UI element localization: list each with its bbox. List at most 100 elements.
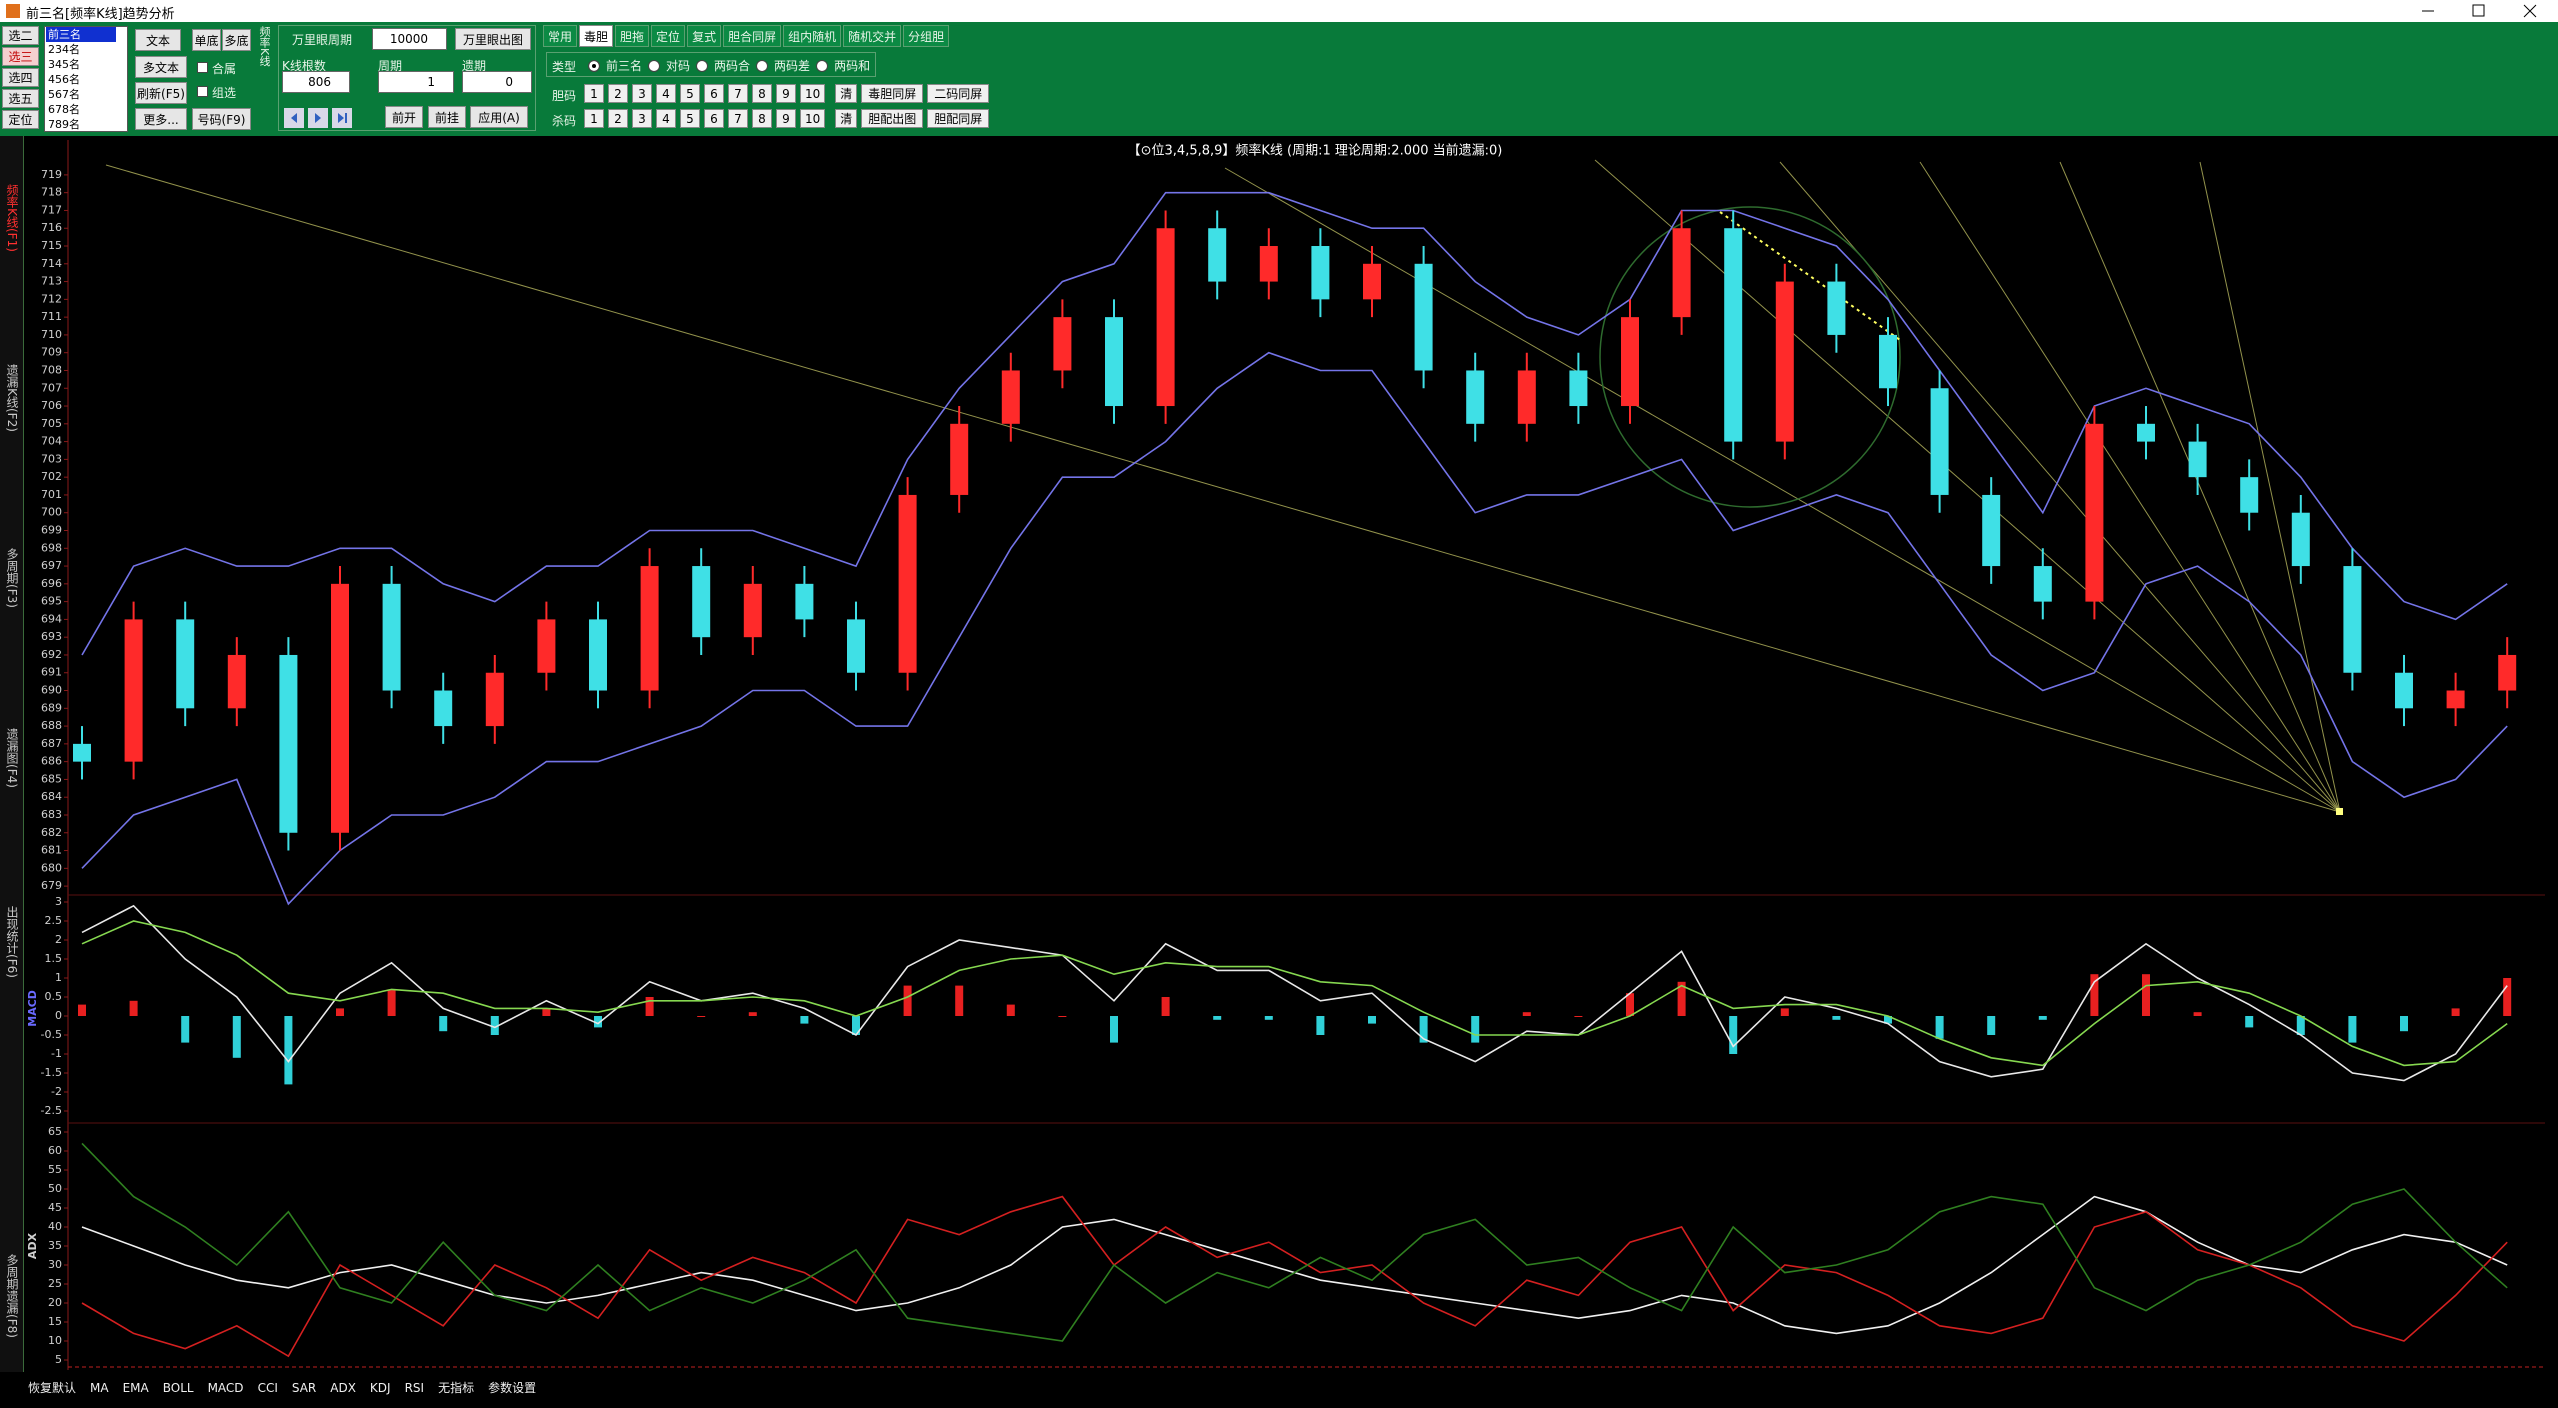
- clear-button[interactable]: 清: [835, 84, 858, 103]
- digit-button[interactable]: 6: [704, 109, 724, 128]
- tab[interactable]: 胆拖: [615, 25, 650, 47]
- radio[interactable]: [816, 59, 829, 72]
- tab[interactable]: 组内随机: [783, 25, 842, 47]
- tab[interactable]: 常用: [543, 25, 578, 47]
- list-item[interactable]: 789名: [48, 118, 80, 131]
- radio[interactable]: [588, 59, 600, 72]
- digit-button[interactable]: 6: [704, 84, 724, 103]
- number-button[interactable]: 号码(F9): [192, 108, 251, 130]
- side-tab[interactable]: 频率K线(F1): [5, 184, 19, 252]
- cycle-input[interactable]: 1: [378, 71, 454, 93]
- selector-button[interactable]: 选五: [2, 89, 39, 108]
- y-tick-label: 0.5: [45, 990, 63, 1003]
- indicator-button[interactable]: ADX: [330, 1380, 356, 1395]
- tab[interactable]: 复式: [687, 25, 722, 47]
- indicator-button[interactable]: CCI: [257, 1380, 278, 1395]
- indicator-button[interactable]: RSI: [404, 1380, 425, 1395]
- chart-button[interactable]: 万里眼出图: [455, 28, 531, 50]
- indicator-button[interactable]: SAR: [291, 1380, 317, 1395]
- digit-button[interactable]: 7: [728, 84, 748, 103]
- more-button[interactable]: 更多...: [135, 108, 187, 130]
- radio[interactable]: [756, 59, 769, 72]
- list-item[interactable]: 567名: [48, 88, 80, 101]
- refresh-button[interactable]: 刷新(F5): [135, 82, 187, 104]
- single-button[interactable]: 单底: [192, 29, 221, 51]
- app-icon: [6, 4, 20, 18]
- indicator-button[interactable]: KDJ: [369, 1380, 391, 1395]
- indicator-button[interactable]: 参数设置: [488, 1381, 537, 1395]
- list-item[interactable]: 678名: [48, 103, 80, 116]
- multi-text-button[interactable]: 多文本: [135, 56, 187, 78]
- list-item[interactable]: 234名: [48, 43, 80, 56]
- tab[interactable]: 分组胆: [903, 25, 950, 47]
- digit-button[interactable]: 5: [680, 109, 700, 128]
- digit-button[interactable]: 8: [752, 84, 772, 103]
- checkbox[interactable]: [197, 62, 208, 73]
- side-tab[interactable]: 遗漏图(F4): [5, 728, 19, 788]
- action-button[interactable]: 胆配同屏: [927, 109, 990, 128]
- indicator-button[interactable]: MA: [90, 1380, 109, 1395]
- miss-input[interactable]: 0: [462, 71, 532, 93]
- digit-button[interactable]: 8: [752, 109, 772, 128]
- digit-button[interactable]: 2: [608, 84, 628, 103]
- list-item[interactable]: 前三名: [46, 27, 116, 42]
- hang-button[interactable]: 前挂: [428, 106, 466, 128]
- multi-button[interactable]: 多底: [222, 29, 251, 51]
- digit-button[interactable]: 5: [680, 84, 700, 103]
- digit-button[interactable]: 9: [776, 109, 796, 128]
- digit-button[interactable]: 3: [632, 84, 652, 103]
- side-tab[interactable]: 遗漏K线(F2): [5, 364, 19, 432]
- digit-button[interactable]: 7: [728, 109, 748, 128]
- digit-button[interactable]: 4: [656, 109, 676, 128]
- digit-button[interactable]: 4: [656, 84, 676, 103]
- digit-button[interactable]: 1: [584, 109, 604, 128]
- side-tab[interactable]: 出现统计(F6): [5, 906, 19, 978]
- indicator-button[interactable]: 无指标: [438, 1381, 475, 1395]
- indicator-button[interactable]: MACD: [207, 1380, 244, 1395]
- macd-bar: [2451, 1008, 2460, 1016]
- digit-button[interactable]: 1: [584, 84, 604, 103]
- selector-button[interactable]: 选三: [2, 47, 39, 66]
- clear-button[interactable]: 清: [835, 109, 858, 128]
- nav-arrows[interactable]: [284, 108, 356, 128]
- list-item[interactable]: 345名: [48, 58, 80, 71]
- digit-button[interactable]: 10: [800, 84, 826, 103]
- checkbox[interactable]: [197, 86, 208, 97]
- radio[interactable]: [648, 59, 661, 72]
- selector-button[interactable]: 选四: [2, 68, 39, 87]
- digit-button[interactable]: 10: [800, 109, 826, 128]
- indicator-button[interactable]: BOLL: [162, 1380, 194, 1395]
- indicator-button[interactable]: EMA: [122, 1380, 149, 1395]
- open-button[interactable]: 前开: [385, 106, 423, 128]
- digit-button[interactable]: 3: [632, 109, 652, 128]
- list-box[interactable]: [44, 26, 128, 132]
- macd-bar: [852, 1016, 860, 1035]
- indicator-button[interactable]: 恢复默认: [28, 1381, 77, 1395]
- fan-line: [1224, 167, 2341, 813]
- list-item[interactable]: 456名: [48, 73, 80, 86]
- side-tab[interactable]: 多周期(F3): [5, 548, 19, 608]
- close[interactable]: [2523, 4, 2537, 18]
- tab[interactable]: 随机交并: [843, 25, 902, 47]
- tab[interactable]: 胆合同屏: [723, 25, 782, 47]
- window-controls[interactable]: [2400, 0, 2558, 22]
- radio[interactable]: [696, 59, 709, 72]
- digit-button[interactable]: 2: [608, 109, 628, 128]
- maximize[interactable]: [2472, 4, 2485, 17]
- selector-button[interactable]: 选二: [2, 26, 39, 45]
- action-button[interactable]: 胆配出图: [861, 109, 924, 128]
- text-button[interactable]: 文本: [135, 29, 181, 51]
- selector-button[interactable]: 定位: [2, 110, 39, 129]
- y-tick-label: 710: [41, 328, 62, 341]
- action-button[interactable]: 二码同屏: [927, 84, 990, 103]
- action-button[interactable]: 毒胆同屏: [861, 84, 924, 103]
- period-input[interactable]: 10000: [372, 28, 447, 50]
- side-tab[interactable]: 多周期遗漏(F8): [5, 1254, 19, 1338]
- count-input[interactable]: 806: [282, 71, 350, 93]
- digit-button[interactable]: 9: [776, 84, 796, 103]
- apply-button[interactable]: 应用(A): [470, 106, 528, 128]
- tab[interactable]: 毒胆: [579, 25, 614, 47]
- tab[interactable]: 定位: [651, 25, 686, 47]
